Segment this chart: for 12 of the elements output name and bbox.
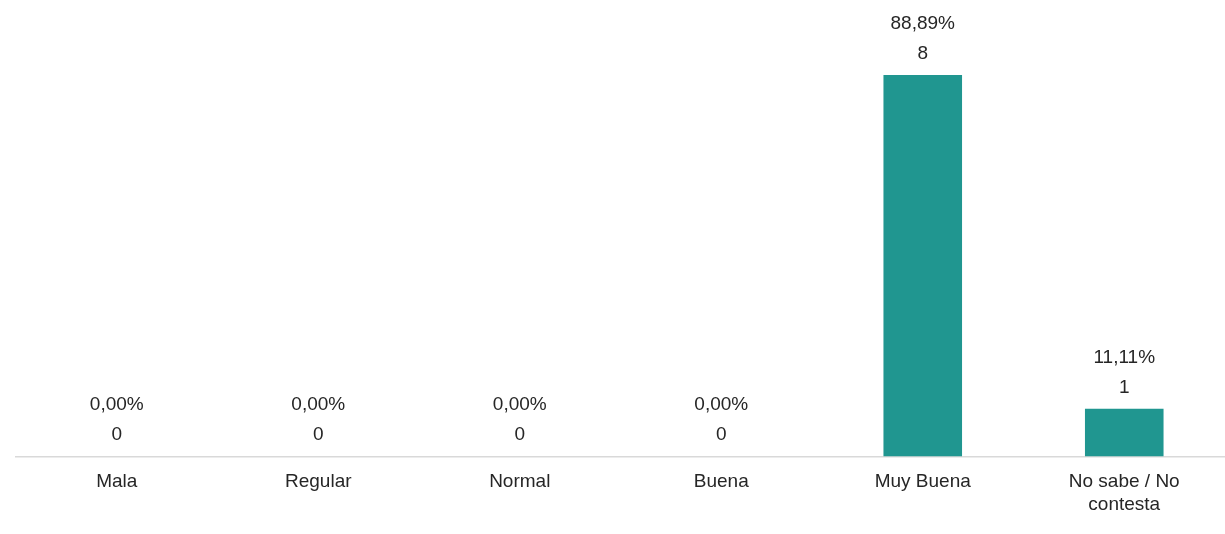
x-tick-label: Muy Buena — [874, 470, 972, 492]
x-tick-label: Regular — [284, 470, 353, 492]
data-label: 88,89% 8 — [890, 12, 956, 63]
x-tick-label: No sabe / No contesta — [1068, 470, 1180, 514]
x-tick-label: Normal — [489, 470, 551, 492]
x-tick-label: Mala — [96, 470, 138, 492]
data-label: 0,00% 0 — [291, 393, 346, 445]
data-label: 0,00% 0 — [694, 393, 749, 445]
x-tick-label: Buena — [693, 470, 750, 492]
data-label: 0,00% 0 — [492, 393, 547, 445]
data-label: 0,00% 0 — [89, 393, 144, 445]
data-label: 11,11% 1 — [1093, 345, 1156, 397]
